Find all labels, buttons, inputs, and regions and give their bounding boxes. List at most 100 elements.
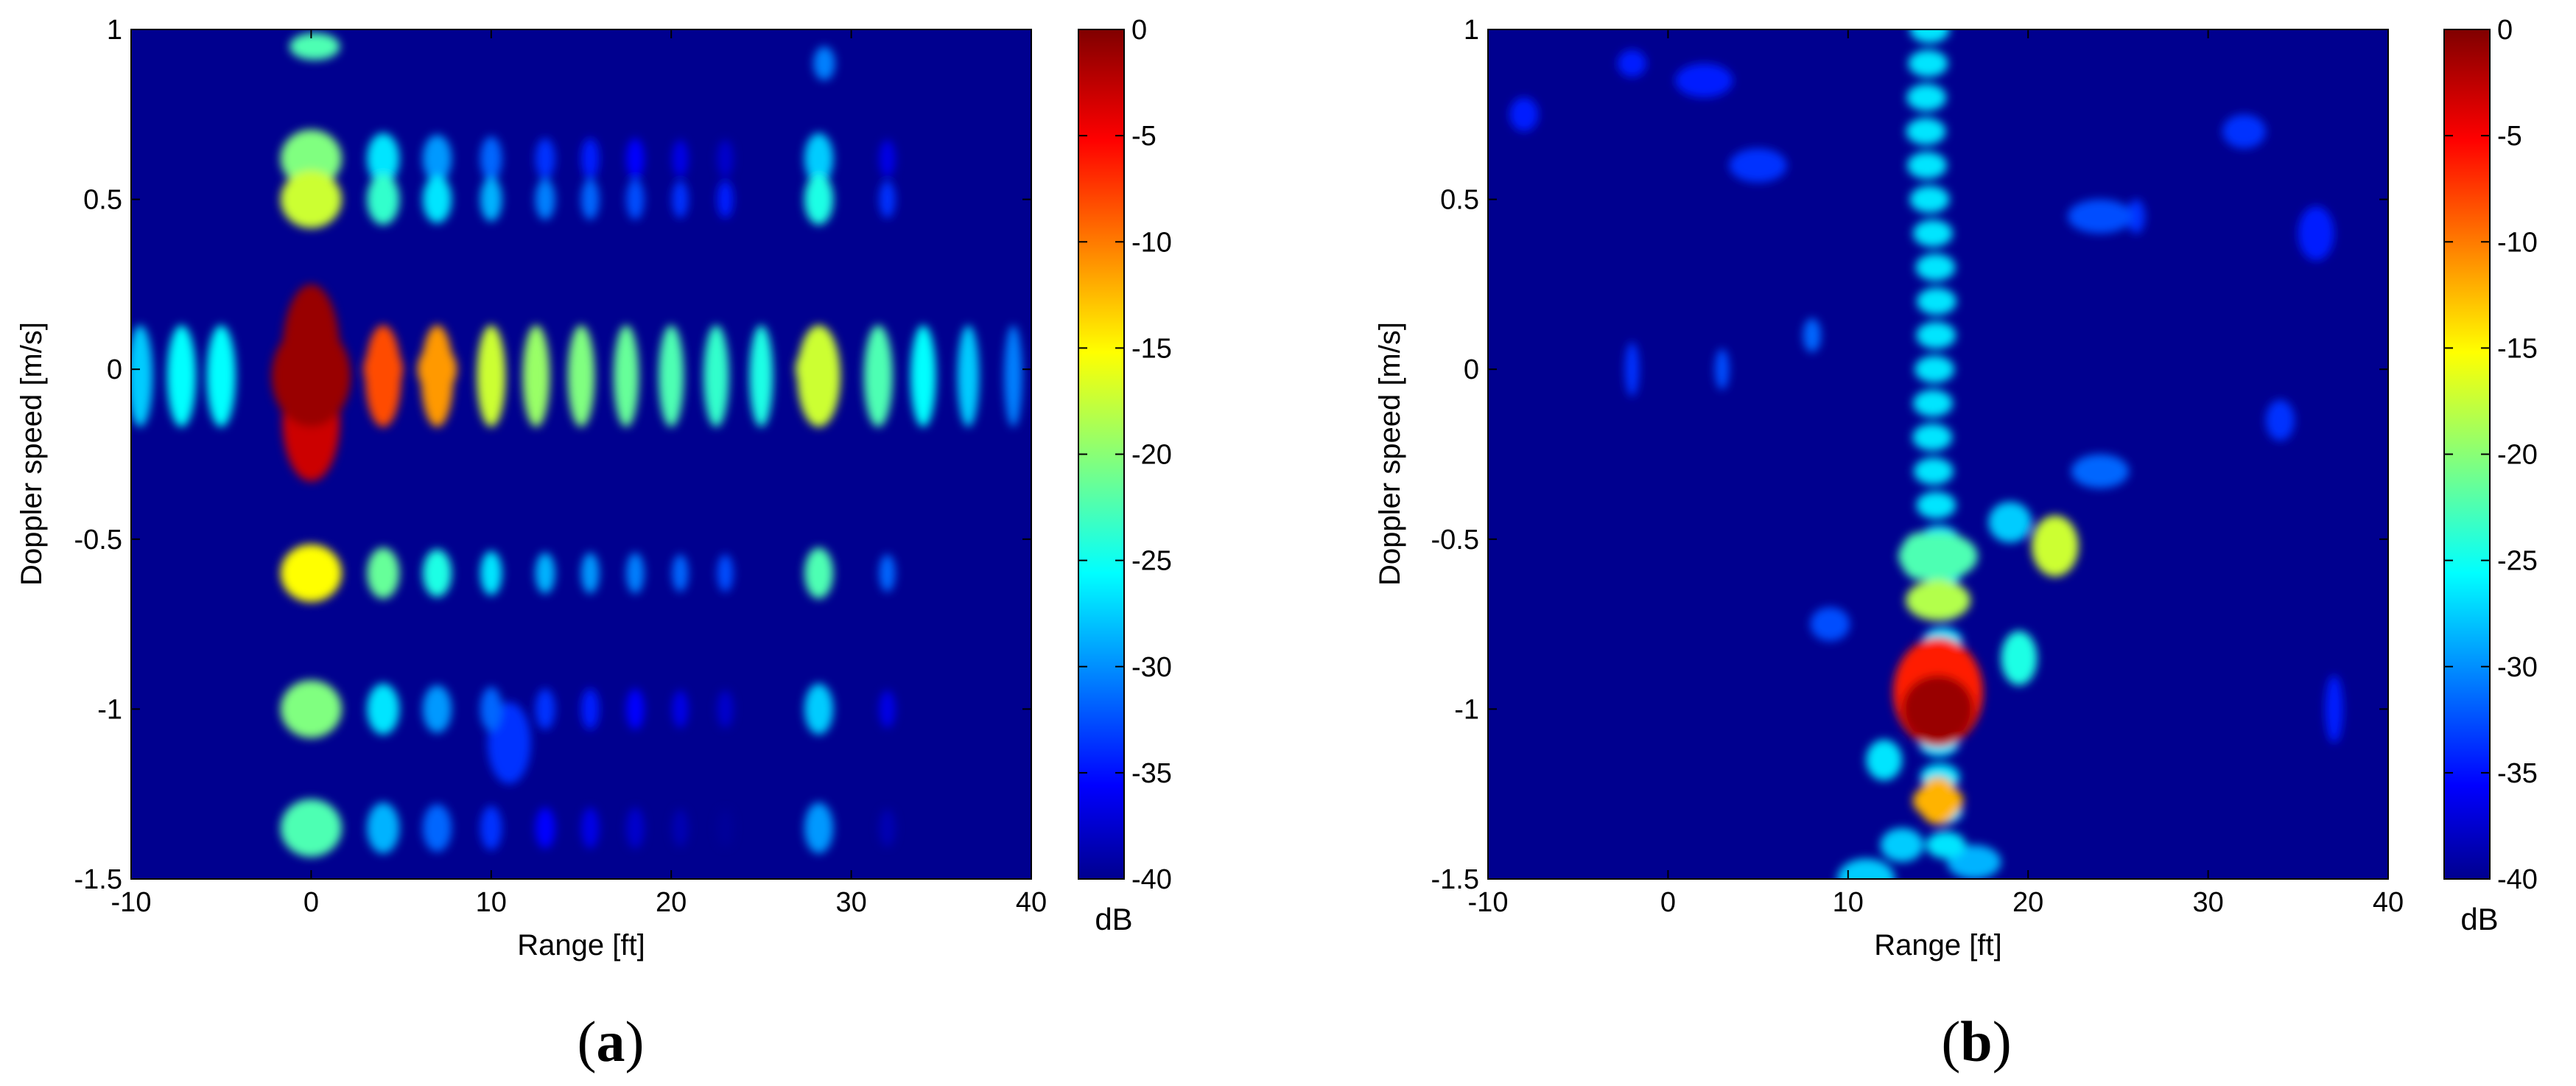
heatmap-texture (1906, 83, 1947, 111)
heatmap-texture (1988, 502, 2032, 543)
heatmap-texture (1803, 318, 1822, 353)
heatmap-texture (1913, 458, 1954, 486)
heatmap-peak-a-2 (417, 345, 457, 393)
heatmap-texture (581, 553, 600, 594)
heatmap-texture (289, 32, 340, 60)
heatmap-texture (1880, 827, 1924, 862)
heatmap-texture (535, 688, 555, 730)
heatmap-peak-a-6 (291, 685, 331, 733)
heatmap-texture (2222, 114, 2266, 149)
colorbar-tick-label: 0 (2497, 15, 2513, 46)
heatmap-texture (280, 130, 342, 188)
heatmap-texture (1908, 49, 1948, 77)
heatmap-peak-b-1 (1918, 777, 1958, 825)
heatmap-peak-b-3 (1900, 532, 1940, 581)
heatmap-texture (1837, 858, 1895, 879)
heatmap-texture (480, 177, 502, 222)
x-tick-label: 30 (2192, 887, 2223, 918)
heatmap-texture (717, 139, 734, 178)
heatmap-texture (1916, 491, 1956, 519)
heatmap-texture (480, 136, 502, 181)
y-tick-label: -1.5 (74, 864, 122, 895)
heatmap-texture (1915, 355, 1954, 383)
heatmap-texture (717, 181, 734, 218)
heatmap-texture (672, 809, 689, 847)
colorbar-b: 0 -5 -10 -15 -20 -25 -30 -35 -40 dB (2443, 15, 2538, 936)
caption-a: (a) (578, 1009, 645, 1073)
heatmap-texture (672, 181, 689, 218)
heatmap-texture (535, 178, 555, 220)
x-tick-label: -10 (1468, 887, 1509, 918)
heatmap-texture (626, 178, 645, 220)
heatmap-texture (166, 325, 196, 427)
heatmap-texture (535, 808, 555, 849)
heatmap-peak-a-7 (291, 804, 331, 852)
heatmap-texture (1913, 389, 1953, 417)
heatmap-texture (1004, 325, 1022, 427)
colorbar-unit-a: dB (1095, 902, 1132, 936)
heatmap-texture (1617, 49, 1647, 77)
heatmap-texture (1917, 287, 1956, 315)
heatmap-texture (1926, 831, 1966, 859)
heatmap-texture (672, 139, 689, 178)
colorbar-tick-label: -25 (2497, 546, 2538, 577)
y-tick-label: 0.5 (1440, 185, 1479, 216)
colorbar-a: 0 -5 -10 -15 -20 -25 -30 -35 -40 dB (1078, 15, 1172, 936)
x-tick-label: -10 (111, 887, 152, 918)
heatmap-texture (581, 688, 600, 730)
heatmap-texture (703, 325, 729, 427)
heatmap-texture (1912, 220, 1953, 248)
heatmap-texture (422, 134, 452, 183)
heatmap-texture (581, 178, 600, 220)
heatmap-texture (1675, 63, 1733, 98)
caption-b: (b) (1941, 1009, 2011, 1073)
x-tick-label: 20 (2012, 887, 2043, 918)
heatmap-texture (1916, 321, 1956, 349)
heatmap-texture (2127, 199, 2146, 234)
heatmap-texture (1624, 342, 1640, 397)
colorbar-tick-label: -10 (1131, 227, 1172, 258)
heatmap-texture (2298, 206, 2334, 261)
heatmap-panel-b: -10 0 10 20 30 40 1 0.5 0 -0.5 -1 -1.5 Range [ft] D… (1374, 15, 2538, 1073)
heatmap-peak-a-1 (363, 345, 404, 393)
x-tick-label: 40 (2373, 887, 2404, 918)
heatmap-texture (1906, 117, 1946, 145)
heatmap-texture (1714, 348, 1730, 390)
y-tick-label: 1 (1464, 15, 1479, 46)
y-axis-label-b: Doppler speed [m/s] (1374, 322, 1406, 586)
colorbar-tick-label: -5 (1131, 121, 1157, 152)
heatmap-texture (1912, 423, 1953, 451)
colorbar-tick-label: -35 (1131, 758, 1172, 789)
heatmap-texture (2265, 399, 2295, 441)
heatmap-peak-b-2 (2035, 522, 2075, 570)
x-axis-label-a: Range [ft] (517, 929, 645, 961)
heatmap-texture (131, 325, 153, 427)
heatmap-texture (717, 809, 734, 847)
x-axis-label-b: Range [ft] (1874, 929, 2001, 961)
x-tick-label: 20 (656, 887, 687, 918)
heatmap-texture (581, 138, 600, 179)
heatmap-peak-a-4 (291, 175, 331, 223)
heatmap-texture (367, 683, 400, 735)
heatmap-texture (1810, 607, 1850, 642)
panel-label-a: a (597, 1009, 625, 1073)
heatmap-texture (535, 138, 555, 179)
colorbar-tick-label: -35 (2497, 758, 2538, 789)
heatmap-texture (367, 547, 400, 599)
colorbar-tick-label: 0 (1131, 15, 1147, 46)
heatmap-texture (1509, 97, 1539, 132)
y-tick-label: 1 (107, 15, 122, 46)
colorbar-tick-label: -25 (1131, 546, 1172, 577)
colorbar-tick-label: -40 (1131, 864, 1172, 895)
heatmap-texture (480, 550, 502, 595)
heatmap-texture (863, 325, 893, 427)
heatmap-texture (717, 690, 734, 728)
heatmap-texture (422, 549, 452, 598)
heatmap-texture (613, 325, 639, 427)
heatmap-texture (367, 802, 400, 854)
heatmap-texture (672, 690, 689, 728)
heatmap-texture (2071, 454, 2130, 488)
heatmap-texture (1907, 152, 1947, 179)
colorbar-tick-label: -30 (2497, 652, 2538, 683)
heatmap-texture (879, 809, 896, 847)
